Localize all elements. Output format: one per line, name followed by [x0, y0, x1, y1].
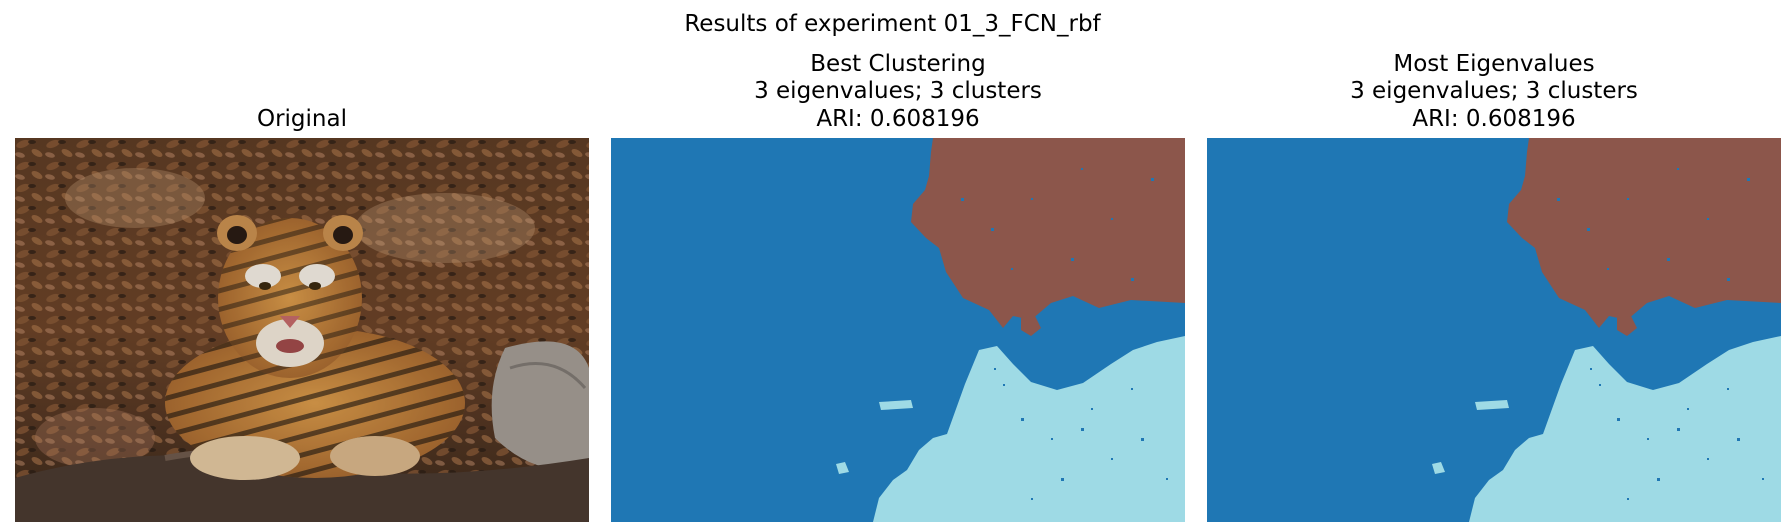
cluster-speckle [1051, 438, 1053, 440]
cluster-speckle [1607, 268, 1609, 270]
cluster-region-brown [1021, 316, 1041, 336]
cluster-speckle [1166, 478, 1168, 480]
cluster-region-cyan [1469, 336, 1781, 522]
cluster-speckle [1599, 384, 1601, 386]
cluster-speckle [1567, 333, 1569, 335]
cluster-speckle [1021, 418, 1024, 421]
panel-original: Original [15, 44, 589, 522]
panel-best-clustering: Best Clustering 3 eigenvalues; 3 cluster… [611, 44, 1185, 522]
panel-title-line: ARI: 0.608196 [816, 105, 980, 132]
cluster-speckle [983, 344, 986, 347]
cluster-speckle [1091, 408, 1093, 410]
segmentation-image-most [1207, 138, 1781, 522]
cluster-region-cyan [1475, 400, 1509, 410]
cluster-region-brown [1507, 138, 1781, 328]
cluster-speckle [1687, 408, 1689, 410]
cluster-speckle [1151, 178, 1154, 181]
panel-title-line: 3 eigenvalues; 3 clusters [1350, 78, 1638, 104]
cluster-speckle [1011, 268, 1013, 270]
cluster-speckle [1131, 278, 1134, 281]
cluster-speckle [1071, 258, 1074, 261]
cluster-speckle [1677, 428, 1680, 431]
cluster-speckle [1727, 278, 1730, 281]
cluster-speckle [1657, 478, 1660, 481]
cluster-speckle [1707, 458, 1709, 460]
cluster-speckle [1579, 344, 1582, 347]
cluster-speckle [1031, 498, 1033, 500]
panel-title-original: Original [0, 106, 649, 134]
cluster-region-cyan [836, 462, 849, 474]
cluster-speckle [1081, 428, 1084, 431]
cluster-region-cyan [1432, 462, 1445, 474]
cluster-speckle [1627, 498, 1629, 500]
panel-title-most: Most Eigenvalues 3 eigenvalues; 3 cluste… [1147, 51, 1785, 134]
cluster-speckle [1557, 198, 1560, 201]
cluster-speckle [971, 333, 973, 335]
panel-title-line: 3 eigenvalues; 3 clusters [754, 78, 1042, 104]
cluster-speckle [1111, 458, 1113, 460]
cluster-speckle [1627, 198, 1629, 200]
cluster-speckle [1677, 168, 1679, 170]
cluster-speckle [991, 228, 994, 231]
figure-suptitle: Results of experiment 01_3_FCN_rbf [684, 11, 1101, 37]
cluster-speckle [1667, 258, 1670, 261]
cluster-speckle [1617, 418, 1620, 421]
tiger-photo-illustration [15, 138, 589, 522]
panel-title-line: ARI: 0.608196 [1412, 105, 1576, 132]
panel-title-best: Best Clustering 3 eigenvalues; 3 cluster… [551, 51, 1245, 134]
segmentation-image-best [611, 138, 1185, 522]
panel-title-line: Most Eigenvalues [1393, 50, 1595, 77]
panel-title-line: Original [256, 105, 347, 132]
cluster-speckle [1587, 228, 1590, 231]
cluster-region-cyan [873, 336, 1185, 522]
cluster-region-cyan [879, 400, 913, 410]
cluster-speckle [1003, 384, 1005, 386]
panel-most-eigenvalues: Most Eigenvalues 3 eigenvalues; 3 cluste… [1207, 44, 1781, 522]
cluster-speckle [961, 198, 964, 201]
panel-title-line: Best Clustering [810, 50, 986, 77]
cluster-speckle [994, 368, 996, 370]
cluster-speckle [1647, 438, 1649, 440]
cluster-speckle [1727, 388, 1729, 390]
cluster-speckle [1747, 178, 1750, 181]
cluster-region-brown [911, 138, 1185, 328]
cluster-speckle [1031, 198, 1033, 200]
cluster-speckle [1111, 218, 1113, 220]
cluster-speckle [1707, 218, 1709, 220]
cluster-speckle [1081, 168, 1083, 170]
original-image [15, 138, 589, 522]
cluster-speckle [1737, 438, 1740, 441]
cluster-speckle [1061, 478, 1064, 481]
cluster-speckle [1141, 438, 1144, 441]
segmentation-map [611, 138, 1185, 522]
segmentation-map [1207, 138, 1781, 522]
cluster-speckle [1131, 388, 1133, 390]
cluster-speckle [1590, 368, 1592, 370]
cluster-region-brown [1617, 316, 1637, 336]
cluster-speckle [1762, 478, 1764, 480]
